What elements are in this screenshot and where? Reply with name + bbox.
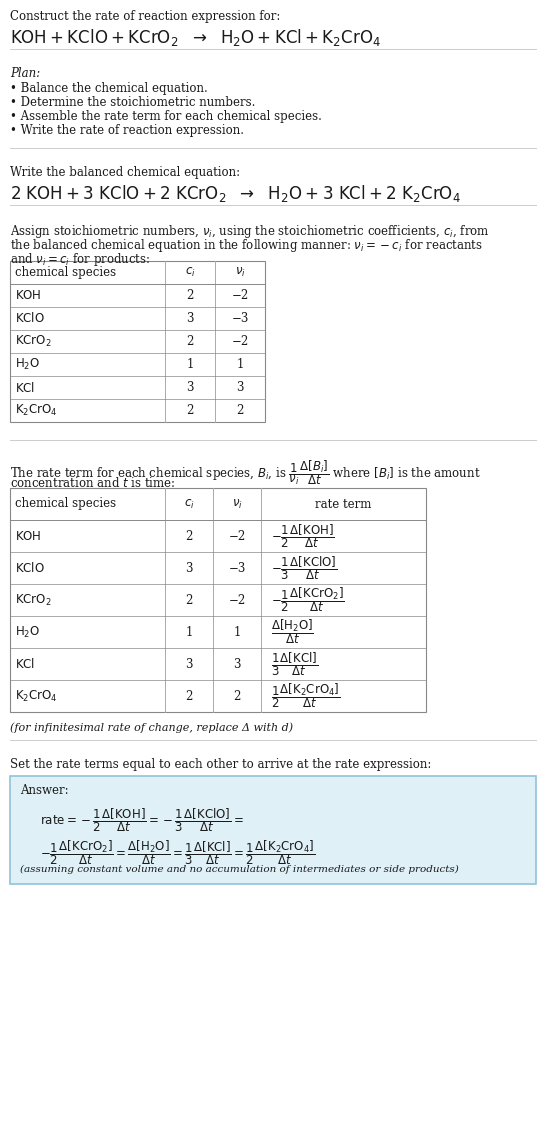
Text: −2: −2 (228, 530, 246, 542)
Text: 2: 2 (186, 404, 194, 417)
Text: $\mathrm{KOH + KClO + KCrO_2\ \ \rightarrow\ \ H_2O + KCl + K_2CrO_4}$: $\mathrm{KOH + KClO + KCrO_2\ \ \rightar… (10, 27, 381, 48)
Text: $\dfrac{1}{3}\dfrac{\Delta[\mathrm{KCl}]}{\Delta t}$: $\dfrac{1}{3}\dfrac{\Delta[\mathrm{KCl}]… (271, 650, 318, 678)
Text: • Assemble the rate term for each chemical species.: • Assemble the rate term for each chemic… (10, 110, 322, 122)
Text: 2: 2 (186, 289, 194, 302)
Text: (for infinitesimal rate of change, replace Δ with d): (for infinitesimal rate of change, repla… (10, 722, 293, 733)
Text: $\mathrm{KCrO_2}$: $\mathrm{KCrO_2}$ (15, 592, 51, 608)
Text: 1: 1 (185, 626, 193, 638)
Text: 2: 2 (185, 593, 193, 607)
Text: $\mathrm{KOH}$: $\mathrm{KOH}$ (15, 530, 41, 542)
Text: −2: −2 (232, 335, 248, 348)
Text: −3: −3 (228, 561, 246, 575)
Text: 2: 2 (186, 335, 194, 348)
Text: −3: −3 (232, 312, 248, 325)
Text: $\mathrm{rate} = -\dfrac{1}{2}\dfrac{\Delta[\mathrm{KOH}]}{\Delta t} = -\dfrac{1: $\mathrm{rate} = -\dfrac{1}{2}\dfrac{\De… (40, 806, 244, 833)
Bar (10, 261, 265, 422)
Bar (10, 776, 536, 885)
Bar (10, 488, 426, 712)
Text: $\mathrm{H_2O}$: $\mathrm{H_2O}$ (15, 625, 40, 640)
Text: $\mathrm{KCl}$: $\mathrm{KCl}$ (15, 381, 35, 395)
Text: $\nu_i$: $\nu_i$ (235, 266, 245, 279)
Text: $\mathrm{KCrO_2}$: $\mathrm{KCrO_2}$ (15, 333, 51, 349)
Text: chemical species: chemical species (15, 498, 116, 510)
Text: 3: 3 (233, 658, 241, 670)
Text: $c_i$: $c_i$ (185, 266, 195, 279)
Text: $\dfrac{\Delta[\mathrm{H_2O}]}{\Delta t}$: $\dfrac{\Delta[\mathrm{H_2O}]}{\Delta t}… (271, 618, 314, 646)
Text: $c_i$: $c_i$ (183, 498, 194, 510)
Text: concentration and $t$ is time:: concentration and $t$ is time: (10, 476, 176, 490)
Text: • Write the rate of reaction expression.: • Write the rate of reaction expression. (10, 124, 244, 137)
Text: $\mathrm{H_2O}$: $\mathrm{H_2O}$ (15, 357, 40, 372)
Text: $\mathrm{KOH}$: $\mathrm{KOH}$ (15, 289, 41, 302)
Text: $\mathrm{K_2CrO_4}$: $\mathrm{K_2CrO_4}$ (15, 688, 57, 703)
Text: • Determine the stoichiometric numbers.: • Determine the stoichiometric numbers. (10, 96, 256, 109)
Text: chemical species: chemical species (15, 266, 116, 279)
Text: 3: 3 (186, 312, 194, 325)
Text: $\mathrm{KClO}$: $\mathrm{KClO}$ (15, 312, 45, 325)
Text: Construct the rate of reaction expression for:: Construct the rate of reaction expressio… (10, 10, 281, 23)
Text: 2: 2 (185, 689, 193, 702)
Text: Write the balanced chemical equation:: Write the balanced chemical equation: (10, 166, 240, 179)
Text: 3: 3 (186, 381, 194, 393)
Text: 3: 3 (185, 658, 193, 670)
Text: 2: 2 (185, 530, 193, 542)
Text: $-\dfrac{1}{2}\dfrac{\Delta[\mathrm{KOH}]}{\Delta t}$: $-\dfrac{1}{2}\dfrac{\Delta[\mathrm{KOH}… (271, 522, 335, 550)
Text: $\dfrac{1}{2}\dfrac{\Delta[\mathrm{K_2CrO_4}]}{\Delta t}$: $\dfrac{1}{2}\dfrac{\Delta[\mathrm{K_2Cr… (271, 682, 341, 710)
Text: $-\dfrac{1}{3}\dfrac{\Delta[\mathrm{KClO}]}{\Delta t}$: $-\dfrac{1}{3}\dfrac{\Delta[\mathrm{KClO… (271, 555, 337, 582)
Text: (assuming constant volume and no accumulation of intermediates or side products): (assuming constant volume and no accumul… (20, 865, 459, 874)
Text: $\mathrm{K_2CrO_4}$: $\mathrm{K_2CrO_4}$ (15, 403, 57, 418)
Text: rate term: rate term (315, 498, 372, 510)
Text: 2: 2 (233, 689, 241, 702)
Text: 1: 1 (186, 358, 194, 371)
Text: Assign stoichiometric numbers, $\nu_i$, using the stoichiometric coefficients, $: Assign stoichiometric numbers, $\nu_i$, … (10, 223, 490, 240)
Text: • Balance the chemical equation.: • Balance the chemical equation. (10, 82, 207, 95)
Text: $\nu_i$: $\nu_i$ (232, 498, 242, 510)
Text: Set the rate terms equal to each other to arrive at the rate expression:: Set the rate terms equal to each other t… (10, 758, 431, 771)
Text: $-\dfrac{1}{2}\dfrac{\Delta[\mathrm{KCrO_2}]}{\Delta t} = \dfrac{\Delta[\mathrm{: $-\dfrac{1}{2}\dfrac{\Delta[\mathrm{KCrO… (40, 838, 315, 866)
Text: 3: 3 (236, 381, 244, 393)
Text: $\mathrm{KClO}$: $\mathrm{KClO}$ (15, 561, 45, 575)
Text: 1: 1 (236, 358, 244, 371)
Text: $\mathrm{KCl}$: $\mathrm{KCl}$ (15, 657, 35, 671)
Text: 1: 1 (233, 626, 241, 638)
Text: Plan:: Plan: (10, 67, 40, 81)
Text: −2: −2 (228, 593, 246, 607)
Text: the balanced chemical equation in the following manner: $\nu_i = -c_i$ for react: the balanced chemical equation in the fo… (10, 237, 483, 254)
Text: The rate term for each chemical species, $B_i$, is $\dfrac{1}{\nu_i}\dfrac{\Delt: The rate term for each chemical species,… (10, 458, 480, 486)
Text: 3: 3 (185, 561, 193, 575)
Text: 2: 2 (236, 404, 244, 417)
Text: −2: −2 (232, 289, 248, 302)
Text: and $\nu_i = c_i$ for products:: and $\nu_i = c_i$ for products: (10, 251, 151, 268)
Text: Answer:: Answer: (20, 784, 69, 797)
Text: $\mathrm{2\ KOH + 3\ KClO + 2\ KCrO_2\ \ \rightarrow\ \ H_2O + 3\ KCl + 2\ K_2Cr: $\mathrm{2\ KOH + 3\ KClO + 2\ KCrO_2\ \… (10, 183, 461, 204)
Text: $-\dfrac{1}{2}\dfrac{\Delta[\mathrm{KCrO_2}]}{\Delta t}$: $-\dfrac{1}{2}\dfrac{\Delta[\mathrm{KCrO… (271, 585, 345, 615)
